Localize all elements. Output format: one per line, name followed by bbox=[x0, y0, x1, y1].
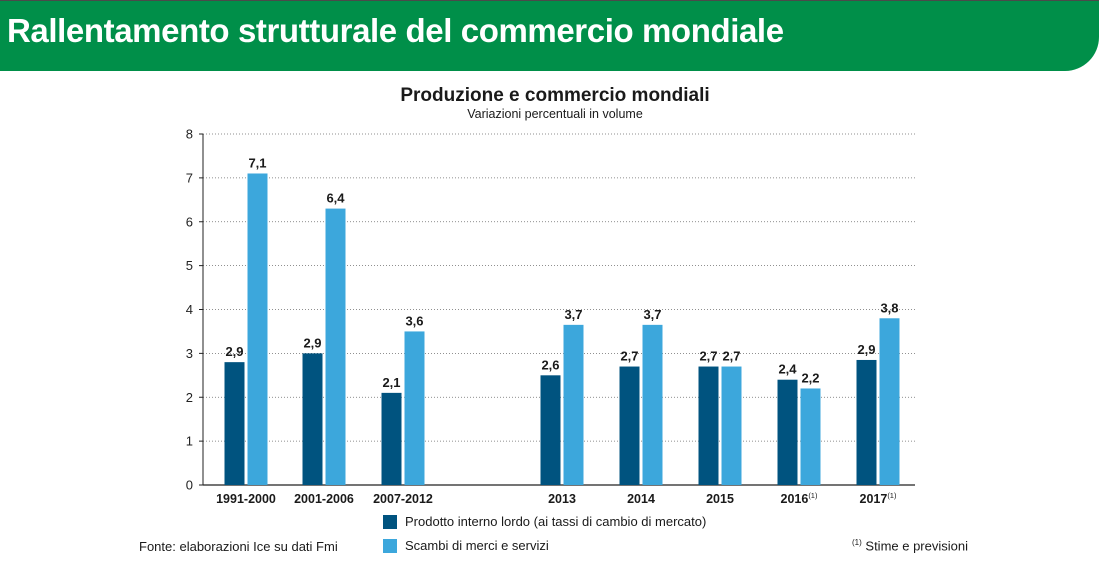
x-tick-label-4: 2014 bbox=[627, 492, 655, 506]
data-label-trade-7: 3,8 bbox=[880, 300, 898, 315]
y-tick-label-5: 5 bbox=[186, 258, 193, 273]
y-tick-label-6: 6 bbox=[186, 214, 193, 229]
legend-label-gdp: Prodotto interno lordo (ai tassi di camb… bbox=[405, 514, 707, 529]
data-label-trade-1: 6,4 bbox=[326, 191, 345, 206]
y-tick-label-7: 7 bbox=[186, 170, 193, 185]
legend-label-trade: Scambi di merci e servizi bbox=[405, 538, 549, 553]
y-tick-label-0: 0 bbox=[186, 478, 193, 493]
bar-gdp-0 bbox=[224, 362, 245, 485]
data-label-trade-3: 3,7 bbox=[564, 307, 582, 322]
data-label-trade-4: 3,7 bbox=[643, 307, 661, 322]
y-tick-label-3: 3 bbox=[186, 346, 193, 361]
data-label-gdp-6: 2,4 bbox=[778, 362, 797, 377]
x-tick-label-1: 2001-2006 bbox=[294, 492, 354, 506]
source-note: Fonte: elaborazioni Ice su dati Fmi bbox=[139, 539, 338, 554]
bar-trade-4 bbox=[642, 324, 663, 485]
legend-swatch-gdp bbox=[383, 515, 397, 529]
page-title: Rallentamento strutturale del commercio … bbox=[7, 12, 784, 49]
bar-gdp-4 bbox=[619, 366, 640, 485]
data-label-trade-6: 2,2 bbox=[801, 370, 819, 385]
bar-trade-6 bbox=[800, 388, 821, 485]
bar-gdp-3 bbox=[540, 375, 561, 485]
data-label-gdp-2: 2,1 bbox=[382, 375, 400, 390]
bar-gdp-7 bbox=[856, 359, 877, 485]
bar-gdp-5 bbox=[698, 366, 719, 485]
legend-item-trade: Scambi di merci e servizi bbox=[383, 537, 803, 555]
bar-gdp-6 bbox=[777, 379, 798, 485]
chart-subtitle: Variazioni percentuali in volume bbox=[467, 107, 643, 121]
footnote-text: Stime e previsioni bbox=[861, 538, 968, 554]
legend-item-gdp: Prodotto interno lordo (ai tassi di camb… bbox=[383, 513, 803, 531]
x-tick-label-5: 2015 bbox=[706, 492, 734, 506]
bar-trade-3 bbox=[563, 324, 584, 485]
data-label-gdp-1: 2,9 bbox=[303, 335, 321, 350]
data-label-trade-2: 3,6 bbox=[405, 313, 423, 328]
y-tick-label-1: 1 bbox=[186, 434, 193, 449]
bar-trade-7 bbox=[879, 318, 900, 485]
data-label-gdp-5: 2,7 bbox=[699, 349, 717, 364]
x-tick-label-7: 2017(1) bbox=[860, 491, 897, 506]
data-label-trade-5: 2,7 bbox=[722, 349, 740, 364]
y-tick-label-4: 4 bbox=[186, 302, 193, 317]
legend-swatch-trade bbox=[383, 539, 397, 553]
bar-gdp-1 bbox=[302, 353, 323, 485]
y-tick-label-8: 8 bbox=[186, 127, 193, 142]
data-label-trade-0: 7,1 bbox=[248, 155, 266, 170]
footnote: (1) Stime e previsioni bbox=[852, 538, 968, 553]
data-label-gdp-4: 2,7 bbox=[620, 349, 638, 364]
x-tick-label-3: 2013 bbox=[548, 492, 576, 506]
bar-trade-5 bbox=[721, 366, 742, 485]
x-tick-superscript-6: (1) bbox=[808, 491, 818, 500]
bar-trade-2 bbox=[404, 331, 425, 485]
data-label-gdp-0: 2,9 bbox=[225, 344, 243, 359]
footnote-mark: (1) bbox=[852, 538, 862, 547]
chart-title: Produzione e commercio mondiali bbox=[400, 85, 710, 106]
x-tick-label-6: 2016(1) bbox=[781, 491, 818, 506]
x-tick-label-2: 2007-2012 bbox=[373, 492, 433, 506]
bar-trade-1 bbox=[325, 208, 346, 485]
data-label-gdp-7: 2,9 bbox=[857, 342, 875, 357]
x-tick-superscript-7: (1) bbox=[887, 491, 897, 500]
x-tick-label-0: 1991-2000 bbox=[216, 492, 276, 506]
data-label-gdp-3: 2,6 bbox=[541, 357, 559, 372]
bar-gdp-2 bbox=[381, 392, 402, 485]
bar-trade-0 bbox=[247, 173, 268, 486]
y-tick-label-2: 2 bbox=[186, 390, 193, 405]
header-banner: Rallentamento strutturale del commercio … bbox=[0, 0, 1099, 71]
